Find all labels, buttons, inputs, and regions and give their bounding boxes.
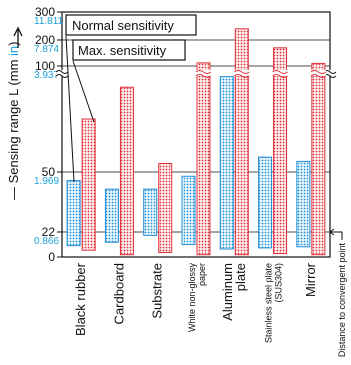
y-tick-label-mm: 100 [35, 59, 55, 73]
y-tick-label-in: 3.937 [34, 70, 59, 81]
y-tick-label-in: 11.811 [34, 16, 64, 27]
bar-normal-6 [296, 160, 311, 248]
bar-normal-1 [104, 188, 119, 243]
y-tick-label-in: 1.969 [34, 176, 59, 187]
legend-max-label: Max. sensitivity [78, 43, 167, 58]
axis-break-mask [56, 70, 68, 76]
plot-frame [61, 11, 331, 258]
bar-normal-0 [66, 180, 81, 247]
bar-max-0 [81, 118, 96, 251]
y-tick-label-in: 7.874 [34, 44, 59, 55]
bar-break-mark [272, 74, 288, 78]
convergent-arrow [329, 228, 335, 236]
y-tick-label-mm: 22 [42, 225, 56, 239]
y-tick-label-in: 0.866 [34, 236, 59, 247]
bar-break-mask [272, 70, 288, 76]
y-tick-label-mm: 50 [42, 165, 56, 179]
bar-break-mask [234, 70, 250, 76]
y-axis-title: — Sensing range L (mm in) [6, 42, 21, 201]
category-label: plate [233, 263, 248, 291]
bar-normal-3 [181, 175, 196, 246]
bar-normal-2 [143, 188, 158, 236]
category-label: Stainless steel plate [264, 263, 274, 343]
axis-break-mark [55, 70, 69, 74]
y-axis-title-suffix: ) [6, 42, 21, 46]
y-axis-arrow [13, 26, 23, 48]
bar-break-mark [310, 74, 327, 78]
axis-note: Distance to convergent point [337, 243, 347, 358]
axis-break-mark [55, 74, 69, 78]
category-label: Aluminum [220, 263, 235, 321]
bar-max-5 [273, 47, 288, 255]
category-label: Black rubber [73, 262, 88, 336]
y-tick-label-mm: 0 [48, 250, 55, 264]
category-label: White non-glossy [187, 263, 197, 333]
bar-break-mark [310, 70, 327, 74]
category-label: (SUS304) [274, 263, 284, 303]
legend-normal-label: Normal sensitivity [72, 18, 174, 33]
category-label: Mirror [303, 262, 318, 297]
bar-normal-5 [258, 156, 273, 249]
category-label: Cardboard [111, 263, 126, 324]
legend-normal-box [65, 14, 197, 36]
legend-max-leader [72, 60, 95, 123]
bar-normal-4 [219, 76, 234, 250]
y-tick-label-mm: 300 [35, 5, 55, 19]
legend-normal-leader [65, 35, 75, 183]
category-label: Substrate [150, 263, 165, 319]
y-axis-title-prefix: — Sensing range L (mm [6, 56, 21, 200]
axis-break-mask [324, 70, 336, 76]
legend-max-box [72, 39, 186, 61]
y-tick-label-mm: 200 [35, 33, 55, 47]
bar-break-mark [234, 74, 250, 78]
bar-max-3 [196, 62, 211, 256]
bar-break-mask [196, 70, 211, 76]
y-axis-title-unit-in: in [6, 46, 21, 56]
bar-break-mask [310, 70, 326, 76]
bar-break-mark [195, 70, 212, 74]
bar-break-mark [195, 74, 212, 78]
bar-max-6 [311, 62, 326, 256]
bar-max-4 [234, 28, 249, 256]
bar-max-2 [158, 163, 173, 253]
convergent-leader [330, 231, 343, 240]
bar-break-mark [272, 70, 288, 74]
bar-break-mark [234, 70, 250, 74]
bar-max-1 [119, 86, 134, 256]
category-label: paper [197, 263, 207, 286]
